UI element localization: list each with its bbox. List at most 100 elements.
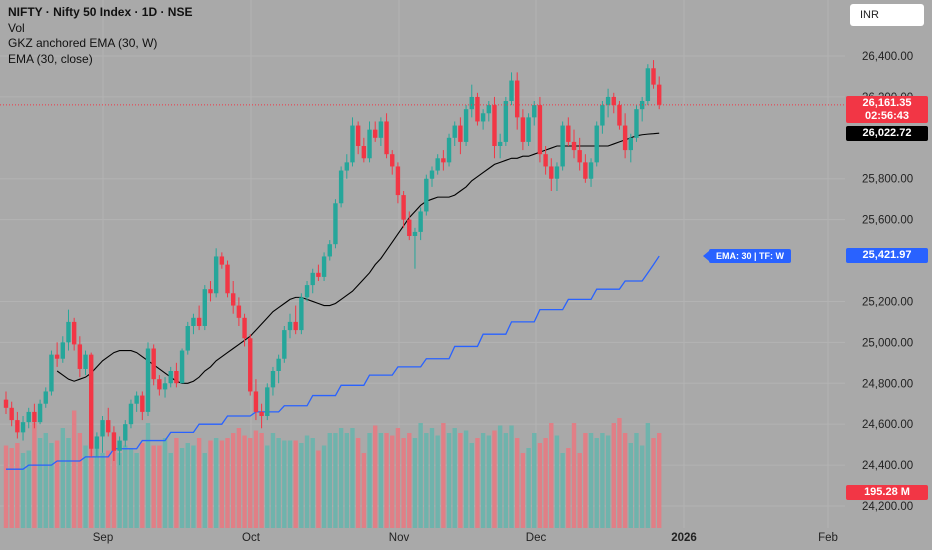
candle-body (418, 211, 423, 232)
volume-bar (208, 440, 213, 528)
candle-body (617, 105, 622, 126)
volume-bar (174, 438, 179, 528)
candle-body (117, 440, 122, 451)
candle-body (583, 162, 588, 179)
candle-body (338, 170, 344, 204)
volume-bar (157, 445, 162, 528)
candle-body (310, 272, 315, 286)
volume-bar (231, 433, 236, 528)
candle-body (588, 162, 594, 179)
volume-bar (179, 448, 185, 528)
candle-body (32, 411, 37, 423)
volume-bar (469, 443, 474, 528)
x-tick-label: Feb (818, 532, 838, 544)
candle-body (219, 256, 225, 265)
candle-body (316, 272, 321, 277)
volume-bar (532, 433, 537, 528)
volume-bar (310, 438, 315, 528)
volume-bar (594, 438, 599, 528)
candle-body (270, 371, 276, 388)
volume-bar (639, 445, 645, 528)
volume-bar (645, 423, 651, 528)
volume-bar (248, 438, 253, 528)
candle-body (111, 432, 117, 451)
volume-bar (287, 440, 293, 528)
candle-body (77, 344, 83, 369)
candle-body (424, 178, 429, 212)
ema-close-line (56, 132, 660, 384)
volume-bar (622, 433, 628, 528)
volume-bar (213, 438, 219, 528)
volume-bar (43, 433, 48, 528)
candle-body (628, 137, 633, 151)
candle-body (509, 80, 514, 101)
volume-bar (259, 433, 264, 528)
candle-body (463, 109, 469, 142)
candle-body (253, 391, 259, 412)
volume-bar (77, 433, 83, 528)
volume-bar (168, 453, 173, 528)
candle-body (600, 105, 605, 126)
candle-body (174, 371, 179, 384)
volume-bar (634, 433, 639, 528)
candle-body (94, 436, 100, 449)
candle-body (395, 166, 401, 196)
candle-body (412, 231, 418, 236)
volume-bars (3, 410, 662, 528)
volume-bar (327, 433, 332, 528)
volume-bar (583, 433, 588, 528)
candle-body (162, 383, 168, 390)
volume-bar (123, 445, 128, 528)
volume-bar (145, 423, 151, 528)
candle-body (321, 256, 327, 277)
volume-bar (367, 433, 372, 528)
x-tick-label: Sep (93, 532, 113, 544)
candle-body (49, 354, 54, 392)
candle-body (469, 96, 474, 110)
x-tick-label: Nov (389, 532, 410, 544)
candle-body (236, 305, 242, 318)
volume-bar (605, 435, 611, 528)
volume-bar (384, 433, 389, 528)
candle-body (361, 146, 367, 159)
candle-body (520, 117, 526, 142)
y-tick-label: 24,600.00 (862, 419, 913, 431)
candle-body (248, 338, 253, 392)
candle-body (526, 117, 531, 142)
y-tick-label: 24,200.00 (862, 501, 913, 513)
symbol-title[interactable]: NIFTY · Nifty 50 Index · 1D · NSE (8, 5, 193, 19)
candle-body (60, 342, 65, 359)
legend-gkz-ema[interactable]: GKZ anchored EMA (30, W) (8, 36, 158, 50)
volume-bar (566, 448, 571, 528)
volume-bar (429, 428, 435, 528)
volume-bar (162, 438, 168, 528)
candle-body (20, 422, 26, 433)
volume-bar (600, 433, 605, 528)
volume-bar (316, 450, 321, 528)
volume-bar (49, 443, 54, 528)
volume-bar (299, 443, 304, 528)
volume-bar (9, 448, 14, 528)
volume-bar (497, 425, 503, 528)
legend-vol[interactable]: Vol (8, 20, 25, 35)
volume-bar (15, 443, 20, 528)
candle-body (3, 399, 9, 408)
candle-body (497, 141, 503, 146)
candle-body (168, 371, 173, 384)
candle-body (151, 348, 156, 380)
legend-ema-close[interactable]: EMA (30, close) (8, 51, 93, 66)
volume-bar (236, 428, 242, 528)
volume-bar (390, 435, 395, 528)
volume-bar (94, 440, 100, 528)
volume-bar (503, 433, 509, 528)
currency-button[interactable]: INR (850, 4, 924, 26)
volume-bar (270, 433, 276, 528)
volume-bar (37, 438, 43, 528)
candle-body (458, 125, 463, 142)
candle-body (492, 105, 497, 146)
volume-bar (446, 433, 452, 528)
candle-body (373, 129, 378, 138)
volume-bar (401, 438, 406, 528)
volume-bar (657, 433, 662, 528)
